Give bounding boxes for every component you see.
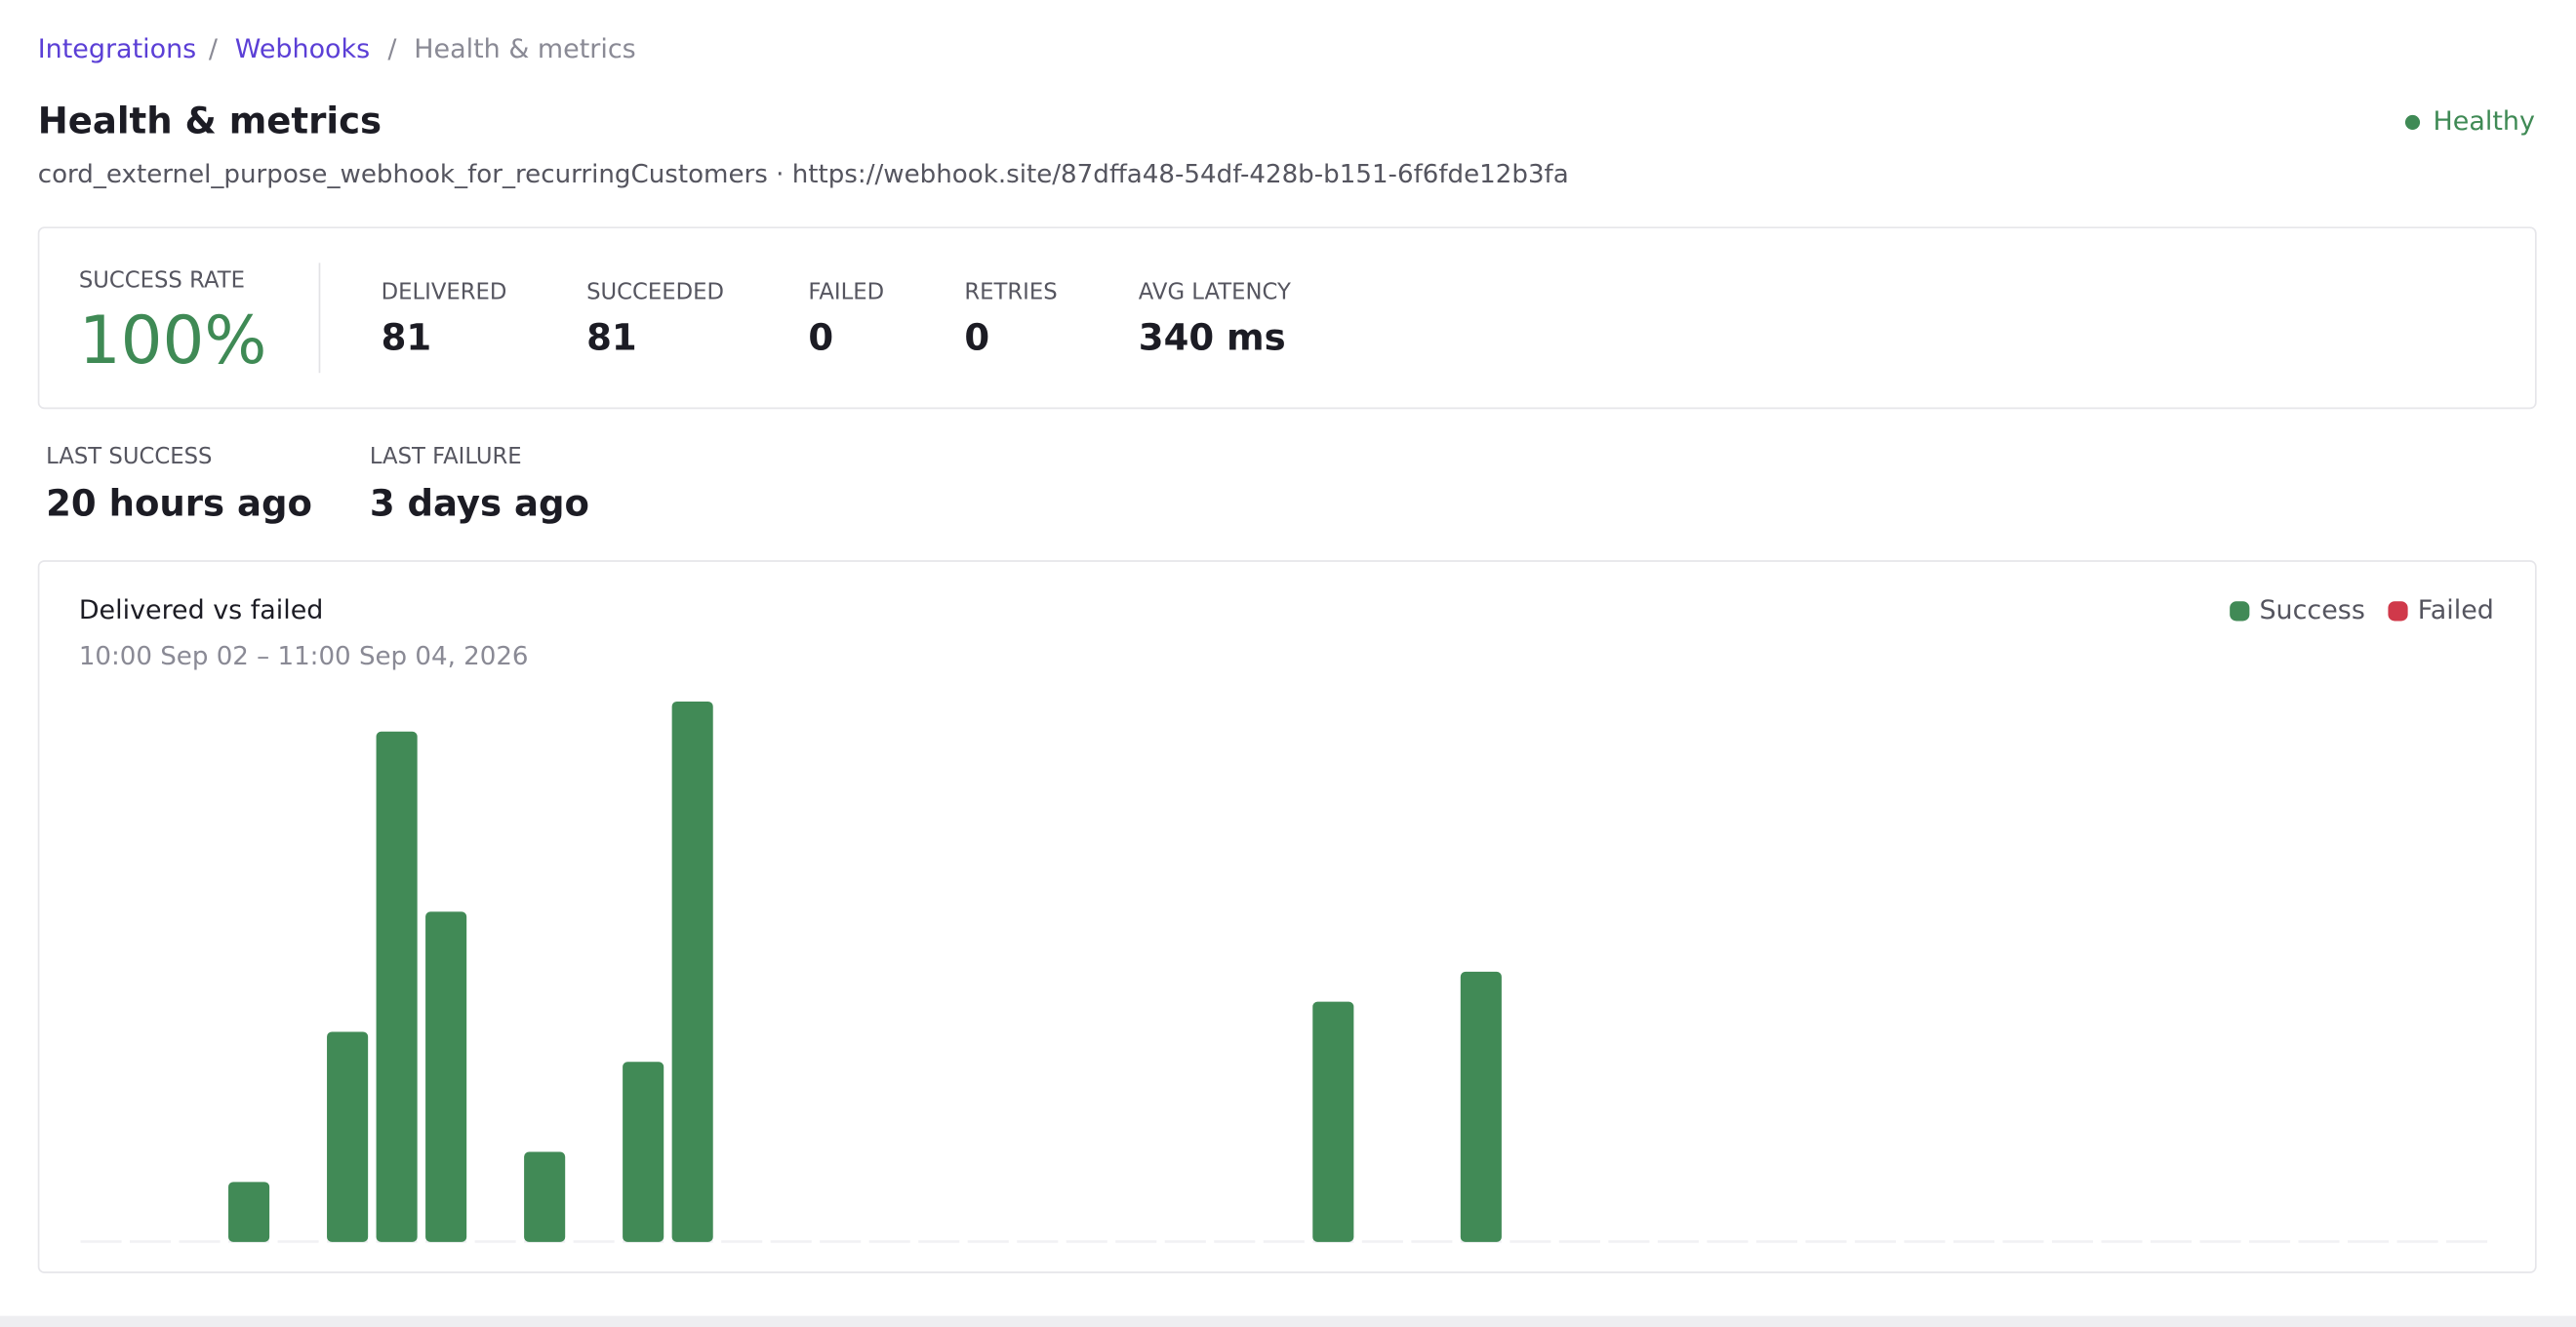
- empty-slot: [721, 1240, 763, 1243]
- stat-label: SUCCESS RATE: [78, 267, 245, 295]
- stat-value: 81: [586, 318, 637, 360]
- recency-value: 3 days ago: [369, 484, 589, 526]
- empty-slot: [474, 1240, 516, 1243]
- breadcrumb-link[interactable]: Integrations: [37, 32, 197, 64]
- empty-slot: [1361, 1240, 1403, 1243]
- empty-slot: [277, 1240, 319, 1243]
- breadcrumb-link[interactable]: Webhooks: [234, 32, 371, 64]
- chart-title: Delivered vs failed: [79, 595, 324, 625]
- bar: [327, 1031, 369, 1242]
- empty-slot: [918, 1240, 960, 1243]
- empty-slot: [1411, 1240, 1453, 1243]
- empty-slot: [1017, 1240, 1059, 1243]
- empty-slot: [967, 1240, 1009, 1243]
- empty-slot: [868, 1240, 910, 1243]
- empty-slot: [2348, 1240, 2390, 1243]
- legend-label: Failed: [2418, 595, 2494, 625]
- status-text: Healthy: [2433, 104, 2535, 137]
- stat-value: 0: [964, 318, 990, 360]
- empty-slot: [2051, 1240, 2094, 1243]
- recency-label: LAST SUCCESS: [46, 443, 213, 470]
- summary-card: SUCCESS RATE 100% DELIVERED 81 SUCCEEDED 81…: [37, 226, 2537, 410]
- empty-slot: [2150, 1240, 2193, 1243]
- empty-slot: [573, 1240, 615, 1243]
- bar: [1460, 971, 1502, 1242]
- stat-label: AVG LATENCY: [1138, 279, 1291, 306]
- breadcrumb-current: Health & metrics: [414, 32, 636, 64]
- stat-label: RETRIES: [964, 279, 1058, 306]
- empty-slot: [2396, 1240, 2438, 1243]
- empty-slot: [770, 1240, 812, 1243]
- legend-label: Success: [2259, 595, 2364, 625]
- empty-slot: [80, 1240, 122, 1243]
- empty-slot: [1854, 1240, 1896, 1243]
- empty-slot: [820, 1240, 862, 1243]
- empty-slot: [1805, 1240, 1847, 1243]
- empty-slot: [2002, 1240, 2044, 1243]
- stat-label: DELIVERED: [381, 279, 507, 306]
- empty-slot: [1952, 1240, 1995, 1243]
- recency-label: LAST FAILURE: [369, 443, 522, 470]
- empty-slot: [2248, 1240, 2291, 1243]
- empty-slot: [2199, 1240, 2241, 1243]
- bar: [1312, 1001, 1354, 1242]
- legend-swatch: [2230, 601, 2250, 622]
- empty-slot: [130, 1240, 172, 1243]
- recency-value: 20 hours ago: [46, 484, 312, 526]
- bar: [228, 1182, 270, 1242]
- empty-slot: [1904, 1240, 1946, 1243]
- empty-slot: [2298, 1240, 2340, 1243]
- status-badge: Healthy: [2404, 104, 2535, 137]
- stat-value: 340 ms: [1138, 318, 1286, 360]
- breadcrumb-separator: /: [387, 32, 397, 64]
- stat-value: 0: [808, 318, 834, 360]
- status-dot: [2404, 114, 2421, 131]
- empty-slot: [1755, 1240, 1797, 1243]
- empty-slot: [1164, 1240, 1206, 1243]
- empty-slot: [1115, 1240, 1157, 1243]
- empty-slot: [1558, 1240, 1600, 1243]
- empty-slot: [1608, 1240, 1650, 1243]
- page-title: Health & metrics: [37, 101, 382, 143]
- empty-slot: [1509, 1240, 1551, 1243]
- legend-swatch: [2388, 601, 2408, 622]
- empty-slot: [1263, 1240, 1305, 1243]
- empty-slot: [1066, 1240, 1107, 1243]
- webhook-subtitle: cord_externel_purpose_webhook_for_recurr…: [37, 159, 1569, 189]
- stat-label: FAILED: [808, 279, 885, 306]
- stat-value: 81: [381, 318, 432, 360]
- empty-slot: [2446, 1240, 2488, 1243]
- bar: [671, 701, 713, 1242]
- empty-slot: [1707, 1240, 1749, 1243]
- breadcrumb-separator: /: [208, 32, 218, 64]
- bar: [623, 1062, 664, 1242]
- chart-card: Delivered vs failed 10:00 Sep 02 – 11:00…: [37, 560, 2537, 1273]
- divider: [318, 262, 321, 374]
- bottom-edge: [0, 1315, 2576, 1327]
- success-rate-value: 100%: [78, 303, 267, 380]
- stat-label: SUCCEEDED: [586, 279, 724, 306]
- chart: Delivered vs failed 10:00 Sep 02 – 11:00…: [79, 595, 2494, 1243]
- bar: [425, 911, 467, 1242]
- empty-slot: [2101, 1240, 2143, 1243]
- bar: [524, 1151, 566, 1242]
- empty-slot: [1657, 1240, 1699, 1243]
- empty-slot: [179, 1240, 221, 1243]
- bar: [376, 731, 418, 1242]
- chart-subtitle: 10:00 Sep 02 – 11:00 Sep 04, 2026: [79, 642, 529, 671]
- empty-slot: [1214, 1240, 1256, 1243]
